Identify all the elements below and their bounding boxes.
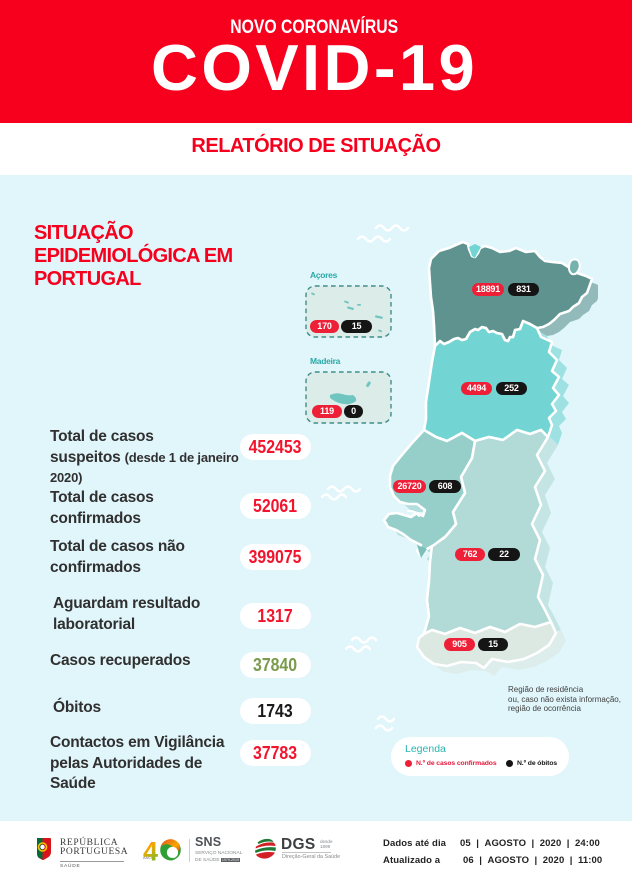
svg-text:4: 4: [143, 837, 158, 863]
svg-text:ANOS: ANOS: [143, 855, 155, 860]
